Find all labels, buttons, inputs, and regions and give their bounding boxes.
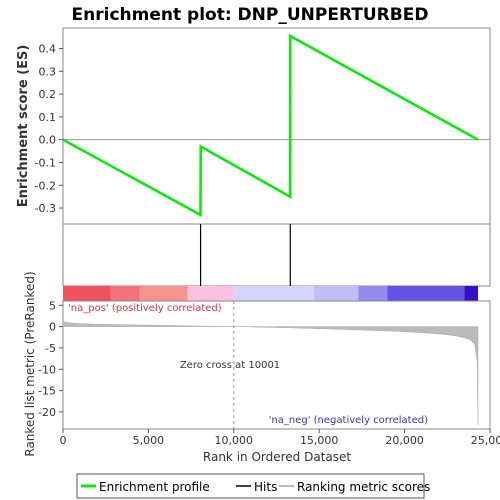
x-tick-label: 10,000 (215, 434, 254, 447)
hits-panel (62, 223, 491, 287)
es-panel-frame (62, 27, 491, 225)
ranking-heatmap-bar (63, 286, 479, 301)
heat-band (314, 286, 359, 301)
heat-band (187, 286, 234, 301)
es-tick-label: -0.2 (35, 179, 56, 192)
legend: Enrichment profile Hits Ranking metric s… (76, 473, 430, 499)
x-tick-label: 25,000 (471, 434, 500, 447)
metric-panel: 5 0 -5 -10 -15 -20 'na_pos' (positively corre… (23, 271, 491, 457)
ranking-metric-area (62, 321, 479, 425)
x-tick-label: 0 (60, 434, 67, 447)
es-y-axis-title: Enrichment score (ES) (16, 45, 31, 208)
enrichment-profile-line (62, 33, 479, 218)
legend-label-profile: Enrichment profile (99, 480, 210, 494)
es-panel: -0.3 -0.2 -0.1 0.0 0.1 0.2 0.3 0.4 Enrichment s… (16, 27, 491, 225)
es-tick-label: 0.2 (39, 88, 57, 101)
legend-label-metric: Ranking metric scores (297, 480, 430, 494)
metric-tick-label: -10 (38, 363, 56, 376)
hits-panel-frame (62, 223, 491, 287)
metric-tick-label: 0 (49, 321, 56, 334)
x-tick-label: 15,000 (300, 434, 339, 447)
es-y-axis: -0.3 -0.2 -0.1 0.0 0.1 0.2 0.3 0.4 (35, 43, 63, 215)
heat-band (63, 286, 111, 301)
metric-panel-frame (62, 300, 491, 430)
metric-tick-label: -5 (45, 342, 56, 355)
neg-annotation: 'na_neg' (negatively correlated) (269, 415, 428, 426)
hits-marks (199, 224, 291, 286)
heat-band (233, 286, 315, 301)
metric-y-axis: 5 0 -5 -10 -15 -20 (38, 299, 63, 419)
heat-band (358, 286, 388, 301)
metric-tick-label: -15 (38, 385, 56, 398)
metric-y-axis-title: Ranked list metric (PreRanked) (23, 271, 37, 456)
pos-annotation: 'na_pos' (positively correlated) (68, 303, 222, 314)
x-axis-title: Rank in Ordered Dataset (203, 450, 351, 464)
heat-band (464, 286, 479, 301)
es-tick-label: 0.0 (39, 134, 57, 147)
heat-band (139, 286, 188, 301)
es-tick-label: -0.1 (35, 156, 56, 169)
es-tick-label: 0.1 (39, 111, 57, 124)
legend-label-hits: Hits (254, 480, 277, 494)
x-axis: 0 5,000 10,000 15,000 20,000 25,000 (60, 429, 500, 447)
heat-band (110, 286, 140, 301)
chart-title: Enrichment plot: DNP_UNPERTURBED (72, 5, 429, 25)
heat-band (387, 286, 465, 301)
es-tick-label: -0.3 (35, 202, 56, 215)
es-tick-label: 0.4 (39, 43, 57, 56)
zero-cross-annotation: Zero cross at 10001 (180, 360, 280, 371)
es-tick-label: 0.3 (39, 65, 57, 78)
x-tick-label: 5,000 (133, 434, 165, 447)
metric-tick-label: -20 (38, 406, 56, 419)
metric-tick-label: 5 (49, 299, 56, 312)
x-tick-label: 20,000 (385, 434, 424, 447)
